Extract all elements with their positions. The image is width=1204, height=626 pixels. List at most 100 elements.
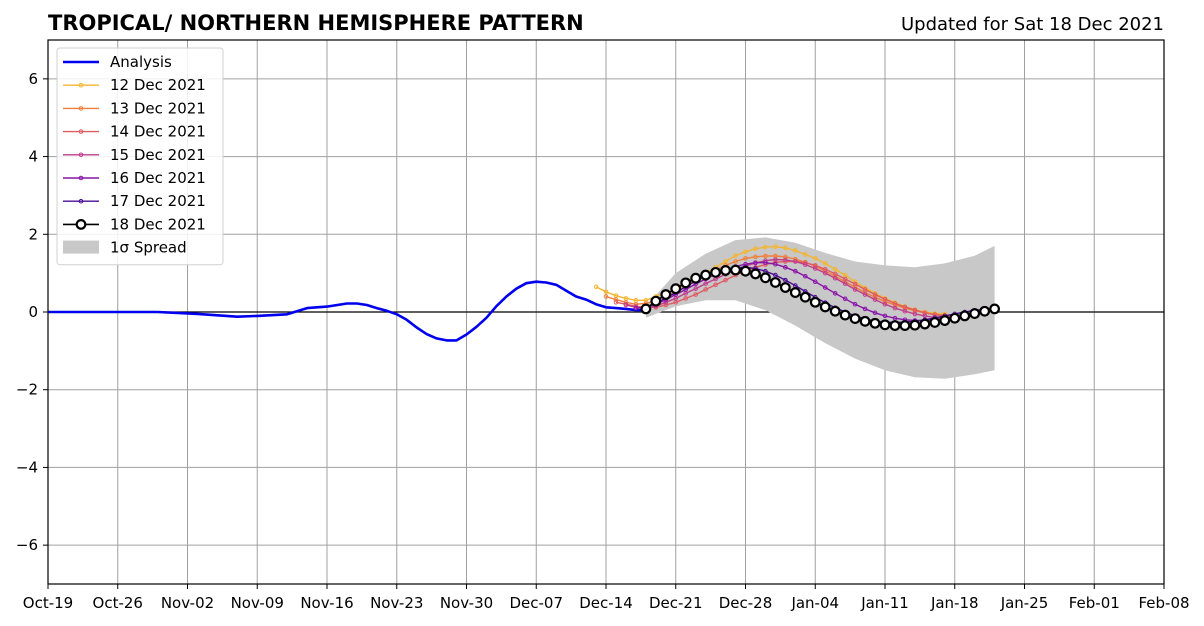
forecast-point xyxy=(613,299,619,305)
legend-marker xyxy=(78,129,84,134)
forecast-point xyxy=(773,244,778,250)
current-forecast-point xyxy=(849,313,861,325)
forecast-point xyxy=(812,266,818,271)
current-forecast-point xyxy=(690,272,702,284)
current-forecast-point xyxy=(640,303,652,315)
forecast-point xyxy=(812,256,818,261)
current-forecast-point xyxy=(799,291,811,303)
forecast-point xyxy=(683,296,689,301)
chart-title: TROPICAL/ NORTHERN HEMISPHERE PATTERN xyxy=(48,11,584,35)
forecast-point xyxy=(663,299,669,305)
forecast-point xyxy=(842,276,848,282)
forecast-point xyxy=(892,305,898,311)
current-forecast-point xyxy=(789,287,801,298)
forecast-point xyxy=(812,279,818,284)
legend-item: 12 Dec 2021 xyxy=(63,76,206,94)
legend-label: 12 Dec 2021 xyxy=(110,76,206,94)
current-forecast-point xyxy=(979,305,991,317)
forecast-point xyxy=(793,248,798,253)
forecast-point xyxy=(753,260,758,265)
current-forecast-point xyxy=(720,265,731,276)
current-forecast-point xyxy=(710,266,722,278)
legend-item: Analysis xyxy=(63,53,172,71)
y-tick-label: −4 xyxy=(16,458,38,476)
forecast-point xyxy=(773,257,778,262)
legend-item: 17 Dec 2021 xyxy=(63,192,206,210)
forecast-point xyxy=(763,244,768,250)
legend-item: 16 Dec 2021 xyxy=(63,169,206,187)
forecast-point xyxy=(802,273,808,279)
x-tick-label: Nov-09 xyxy=(231,594,284,612)
forecast-point xyxy=(892,301,898,306)
current-forecast-point xyxy=(660,289,672,300)
current-forecast-point xyxy=(680,277,692,289)
forecast-point xyxy=(802,262,808,267)
current-forecast-point xyxy=(730,264,741,276)
legend-marker xyxy=(78,152,84,158)
legend-marker xyxy=(78,198,84,204)
y-tick-label: 0 xyxy=(28,303,38,321)
forecast-point xyxy=(832,271,838,277)
forecast-point xyxy=(862,306,868,312)
y-tick-label: 6 xyxy=(28,70,38,88)
current-forecast-point xyxy=(650,295,662,307)
forecast-point xyxy=(763,253,768,259)
current-forecast-point xyxy=(939,315,951,326)
analysis-line xyxy=(48,280,646,342)
legend-item: 13 Dec 2021 xyxy=(63,99,206,117)
forecast-point xyxy=(842,281,848,286)
current-forecast-point xyxy=(919,318,931,330)
forecast-point xyxy=(882,296,888,302)
forecast-point xyxy=(753,254,758,260)
current-forecast-point xyxy=(829,305,841,317)
legend-label: 13 Dec 2021 xyxy=(110,99,206,117)
series-0 xyxy=(48,280,646,342)
legend-marker xyxy=(75,218,87,230)
legend-label: 14 Dec 2021 xyxy=(110,123,206,141)
forecast-point xyxy=(603,294,609,299)
forecast-point xyxy=(593,284,599,290)
forecast-point xyxy=(723,277,728,283)
current-forecast-point xyxy=(809,296,821,308)
forecast-point xyxy=(822,270,828,276)
forecast-point xyxy=(753,246,758,251)
legend-item: 15 Dec 2021 xyxy=(63,146,206,164)
x-tick-label: Nov-16 xyxy=(300,594,353,612)
y-tick-label: 2 xyxy=(28,225,38,243)
current-forecast-point xyxy=(779,282,791,293)
forecast-point xyxy=(852,287,858,292)
forecast-point xyxy=(793,268,798,274)
current-forecast-point xyxy=(959,310,971,322)
series-7 xyxy=(640,264,1001,332)
legend-swatch xyxy=(63,240,99,254)
forecast-point xyxy=(872,292,878,297)
chart-subtitle: Updated for Sat 18 Dec 2021 xyxy=(901,14,1164,35)
forecast-point xyxy=(882,313,888,319)
forecast-point xyxy=(832,266,838,272)
forecast-point xyxy=(872,310,878,316)
forecast-point xyxy=(842,296,848,302)
forecast-point xyxy=(872,297,878,302)
legend-box xyxy=(56,47,224,266)
x-tick-label: Nov-02 xyxy=(161,594,214,612)
forecast-point xyxy=(832,275,838,281)
current-forecast-point xyxy=(909,319,921,331)
forecast-point xyxy=(713,282,718,288)
current-forecast-point xyxy=(879,319,891,331)
legend-item: 1σ Spread xyxy=(63,239,187,257)
forecast-point xyxy=(763,260,768,265)
current-forecast-point xyxy=(839,309,851,321)
series-layer xyxy=(48,244,1001,342)
x-tick-label: Feb-08 xyxy=(1138,594,1189,612)
x-tick-label: Oct-19 xyxy=(23,594,73,612)
forecast-point xyxy=(902,308,908,314)
current-forecast-point xyxy=(949,312,961,324)
legend-label: 15 Dec 2021 xyxy=(110,146,206,164)
x-tick-label: Nov-23 xyxy=(370,594,423,612)
forecast-point xyxy=(603,289,609,295)
forecast-point xyxy=(862,292,868,297)
y-tick-label: 4 xyxy=(28,148,38,166)
forecast-point xyxy=(733,259,738,264)
current-forecast-point xyxy=(740,265,751,277)
forecast-point xyxy=(743,256,748,261)
